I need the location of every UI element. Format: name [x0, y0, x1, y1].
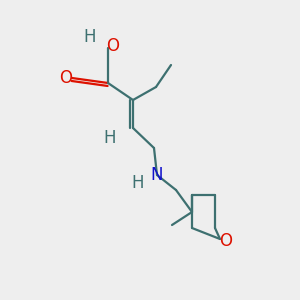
Text: O: O: [106, 37, 119, 55]
Text: H: H: [84, 28, 96, 46]
Text: O: O: [59, 69, 73, 87]
Text: H: H: [132, 174, 144, 192]
Text: H: H: [104, 129, 116, 147]
Text: N: N: [151, 166, 163, 184]
Text: O: O: [220, 232, 232, 250]
